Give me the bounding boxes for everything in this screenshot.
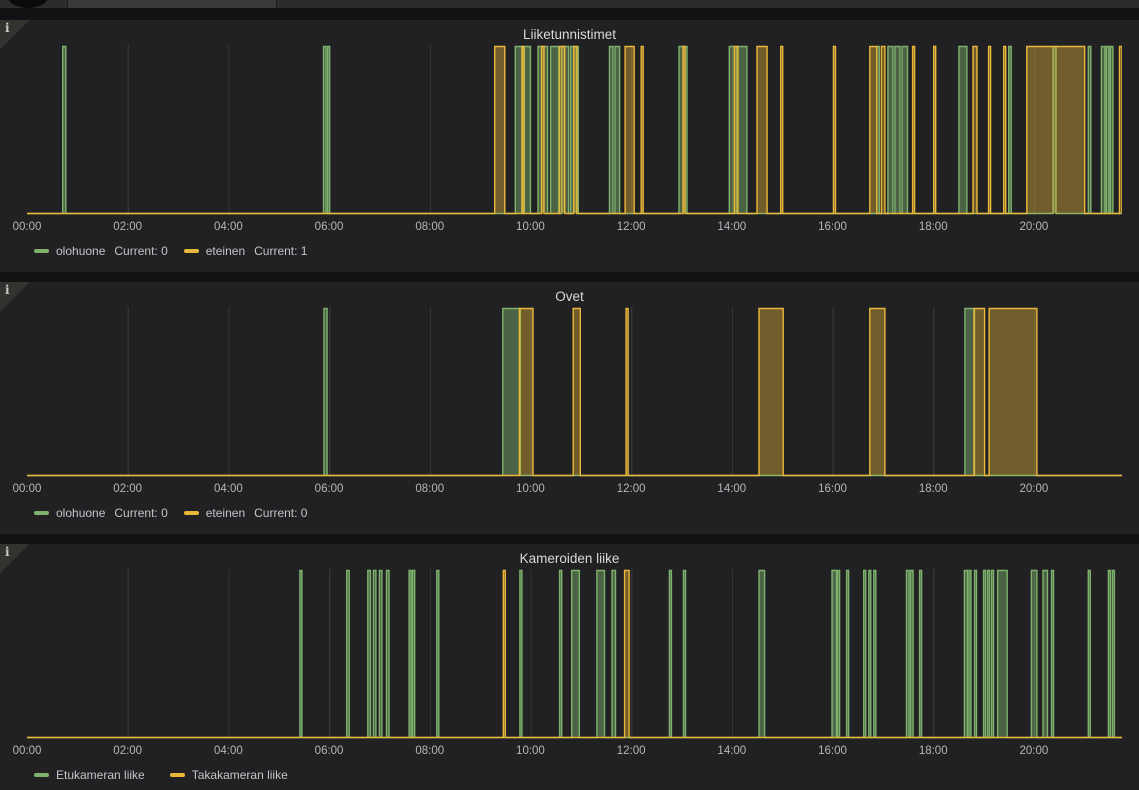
panel-title[interactable]: Ovet xyxy=(555,289,584,304)
axis-tick-label: 18:00 xyxy=(918,483,948,495)
axis-tick-label: 16:00 xyxy=(818,221,847,233)
grafana-logo[interactable] xyxy=(8,0,48,8)
axis-tick-label: 04:00 xyxy=(213,745,243,757)
axis-tick-label: 08:00 xyxy=(415,745,445,757)
legend-series-name[interactable]: Etukameran liike xyxy=(56,768,145,782)
axis-tick-label: 10:00 xyxy=(516,483,545,495)
panel-liiketunnistimet: i Liiketunnistimet 00:00 02:00 04:00 06:00 0… xyxy=(0,20,1139,272)
axis-tick-label: 06:00 xyxy=(314,221,344,233)
legend-item-olohuone[interactable]: olohuone Current: 0 xyxy=(34,244,168,258)
legend-item-takakamera[interactable]: Takakameran liike xyxy=(169,768,297,782)
axis-tick-label: 02:00 xyxy=(113,483,143,495)
axis-tick-label: 20:00 xyxy=(1019,745,1049,757)
axis-tick-label: 20:00 xyxy=(1019,221,1049,233)
time-series-plot xyxy=(27,45,1122,215)
axis-tick-label: 00:00 xyxy=(12,221,42,233)
info-icon: i xyxy=(5,283,10,297)
axis-tick-label: 16:00 xyxy=(818,483,847,495)
legend: olohuone Current: 0 eteinen Current: 1 xyxy=(34,242,307,260)
legend-item-etukamera[interactable]: Etukameran liike xyxy=(34,768,154,782)
navbar-dashboard-section[interactable] xyxy=(67,0,277,8)
series-color-dash xyxy=(183,249,199,253)
info-icon: i xyxy=(5,545,10,559)
legend-series-name[interactable]: olohuone xyxy=(56,244,106,258)
axis-tick-label: 06:00 xyxy=(314,745,344,757)
axis-tick-label: 08:00 xyxy=(415,221,445,233)
axis-tick-label: 04:00 xyxy=(213,483,243,495)
axis-tick-label: 06:00 xyxy=(314,483,344,495)
series-color-dash xyxy=(34,773,49,777)
axis-tick-label: 00:00 xyxy=(12,745,42,757)
legend-series-name[interactable]: eteinen xyxy=(205,506,246,520)
x-axis: 00:00 02:00 04:00 06:00 08:00 10:00 12:00 14:00… xyxy=(13,483,1127,498)
panel-ovet: i Ovet 00:00 02:00 04:00 06:00 08:00 10:00 12:… xyxy=(0,282,1139,534)
axis-tick-label: 14:00 xyxy=(717,483,747,495)
axis-tick-label: 18:00 xyxy=(918,745,948,757)
panel-info-corner[interactable]: i xyxy=(0,20,30,50)
axis-tick-label: 10:00 xyxy=(516,221,545,233)
axis-tick-label: 20:00 xyxy=(1019,483,1049,495)
legend-series-name[interactable]: Takakameran liike xyxy=(191,768,288,782)
top-navbar xyxy=(0,0,1139,8)
legend: olohuone Current: 0 eteinen Current: 0 xyxy=(34,504,307,522)
axis-tick-label: 04:00 xyxy=(213,221,243,233)
axis-tick-label: 16:00 xyxy=(818,745,847,757)
axis-tick-label: 14:00 xyxy=(717,745,747,757)
series-color-dash xyxy=(34,511,49,515)
time-series-plot xyxy=(27,569,1122,739)
axis-tick-label: 12:00 xyxy=(616,745,646,757)
series-color-dash xyxy=(169,773,185,777)
legend-current-value: Current: 1 xyxy=(254,244,308,258)
legend-item-eteinen[interactable]: eteinen Current: 0 xyxy=(183,506,308,520)
axis-tick-label: 02:00 xyxy=(113,221,143,233)
legend-item-eteinen[interactable]: eteinen Current: 1 xyxy=(183,244,308,258)
panel-info-corner[interactable]: i xyxy=(0,282,30,312)
legend: Etukameran liike Takakameran liike xyxy=(34,766,297,784)
axis-tick-label: 12:00 xyxy=(616,221,646,233)
axis-tick-label: 10:00 xyxy=(516,745,545,757)
series-color-dash xyxy=(183,511,199,515)
panel-kameroiden-liike: i Kameroiden liike 00:00 02:00 04:00 06:00 0… xyxy=(0,544,1139,790)
info-icon: i xyxy=(5,21,10,35)
panel-info-corner[interactable]: i xyxy=(0,544,30,574)
legend-item-olohuone[interactable]: olohuone Current: 0 xyxy=(34,506,168,520)
x-axis: 00:00 02:00 04:00 06:00 08:00 10:00 12:00 14:00… xyxy=(13,745,1127,760)
axis-tick-label: 14:00 xyxy=(717,221,747,233)
panel-title[interactable]: Kameroiden liike xyxy=(519,551,620,566)
legend-current-value: Current: 0 xyxy=(114,506,168,520)
series-color-dash xyxy=(34,249,49,253)
axis-tick-label: 18:00 xyxy=(918,221,948,233)
panel-title[interactable]: Liiketunnistimet xyxy=(522,27,617,42)
axis-tick-label: 02:00 xyxy=(113,745,143,757)
legend-current-value: Current: 0 xyxy=(254,506,308,520)
dashboard: i Liiketunnistimet 00:00 02:00 04:00 06:00 0… xyxy=(0,8,1139,790)
legend-series-name[interactable]: olohuone xyxy=(56,506,106,520)
x-axis: 00:00 02:00 04:00 06:00 08:00 10:00 12:00 14:00… xyxy=(13,221,1127,236)
axis-tick-label: 00:00 xyxy=(12,483,42,495)
axis-tick-label: 12:00 xyxy=(616,483,646,495)
legend-current-value: Current: 0 xyxy=(114,244,168,258)
time-series-plot xyxy=(27,307,1122,477)
axis-tick-label: 08:00 xyxy=(415,483,445,495)
legend-series-name[interactable]: eteinen xyxy=(205,244,246,258)
